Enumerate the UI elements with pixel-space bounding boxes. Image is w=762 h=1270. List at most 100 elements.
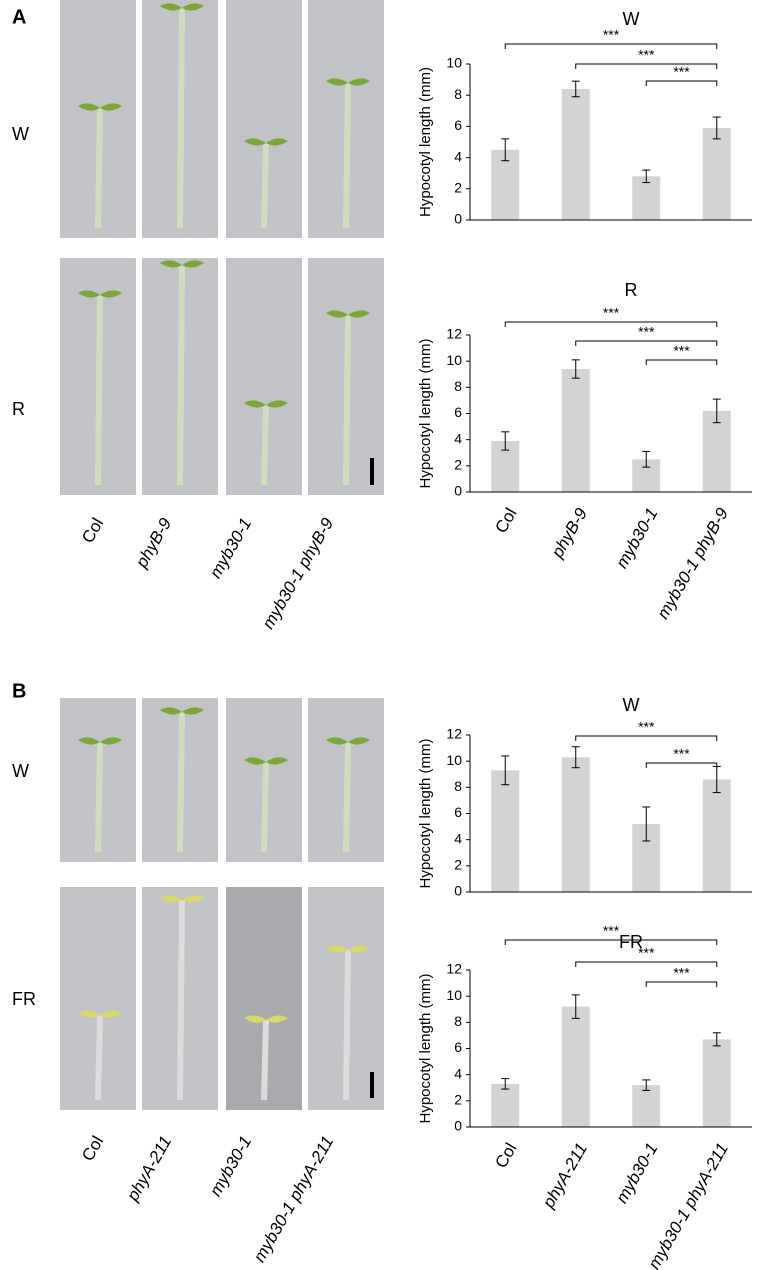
- significance-label: ***: [603, 27, 620, 43]
- chart-title: W: [623, 695, 640, 715]
- y-tick-label: 10: [446, 752, 462, 768]
- y-tick-label: 0: [454, 1118, 462, 1134]
- hypocotyl: [177, 264, 185, 486]
- cotyledon: [326, 945, 370, 953]
- cotyledon: [326, 78, 370, 86]
- hypocotyl: [343, 949, 351, 1101]
- bar: [561, 757, 590, 892]
- hypocotyl: [95, 294, 103, 486]
- hypocotyl: [95, 107, 103, 229]
- x-tick-label: Col: [491, 1140, 520, 1172]
- significance-bracket: [575, 63, 718, 69]
- significance-bracket: [645, 80, 718, 86]
- bar: [702, 779, 731, 892]
- error-bar: [571, 994, 580, 1019]
- y-tick-label: 2: [454, 457, 462, 473]
- hypocotyl: [95, 1014, 103, 1101]
- cotyledon: [78, 290, 122, 298]
- bar: [702, 127, 731, 220]
- significance-bracket: [504, 939, 718, 945]
- cotyledon: [244, 138, 288, 146]
- y-axis-label: Hypocotyl length (mm): [417, 738, 434, 888]
- cotyledon: [160, 707, 204, 715]
- bar: [632, 176, 661, 220]
- chart-title: W: [623, 9, 640, 29]
- panel-letter: B: [12, 680, 26, 702]
- hypocotyl: [261, 142, 269, 229]
- significance-label: ***: [673, 965, 690, 981]
- significance-label: ***: [603, 923, 620, 939]
- error-bar: [501, 431, 510, 451]
- genotype-label: myb30-1 phyA-211: [250, 1133, 338, 1266]
- y-axis-label: Hypocotyl length (mm): [417, 67, 434, 217]
- significance-label: ***: [673, 746, 690, 762]
- bar: [491, 1083, 520, 1127]
- row-label: R: [12, 399, 25, 419]
- x-tick-label: myb30-1 phyA-211: [644, 1140, 732, 1270]
- cotyledon: [244, 400, 288, 408]
- error-bar: [571, 80, 580, 98]
- significance-label: ***: [638, 719, 655, 735]
- y-tick-label: 0: [454, 483, 462, 499]
- y-tick-label: 8: [454, 1013, 462, 1029]
- hypocotyl: [343, 82, 351, 229]
- significance-bracket: [575, 735, 718, 741]
- y-tick-label: 12: [446, 326, 462, 342]
- row-label: W: [12, 761, 29, 781]
- row-label: FR: [12, 989, 36, 1009]
- significance-label: ***: [638, 324, 655, 340]
- cotyledon: [326, 737, 370, 745]
- y-tick-label: 8: [454, 778, 462, 794]
- y-tick-label: 4: [454, 430, 462, 446]
- row-label: W: [12, 124, 29, 144]
- chart-title: R: [625, 280, 638, 300]
- x-tick-label: phyB-9: [547, 504, 591, 561]
- error-bar: [642, 806, 651, 842]
- hypocotyl: [343, 314, 351, 486]
- x-tick-label: myb30-1: [612, 1140, 662, 1207]
- y-tick-label: 10: [446, 352, 462, 368]
- scale-bar: [370, 1072, 374, 1098]
- error-bar: [571, 359, 580, 379]
- hypocotyl: [95, 741, 103, 853]
- y-axis-label: Hypocotyl length (mm): [417, 338, 434, 488]
- significance-label: ***: [638, 47, 655, 63]
- cotyledon: [160, 260, 204, 268]
- bar: [561, 1006, 590, 1127]
- y-tick-label: 12: [446, 726, 462, 742]
- error-bar: [642, 169, 651, 184]
- error-bar: [712, 398, 721, 424]
- y-tick-label: 2: [454, 180, 462, 196]
- genotype-label: Col: [78, 515, 107, 547]
- chart-title: FR: [619, 932, 643, 952]
- error-bar: [712, 116, 721, 140]
- hypocotyl: [261, 1019, 269, 1101]
- significance-bracket: [575, 340, 718, 346]
- genotype-label: myb30-1: [206, 1133, 256, 1200]
- error-bar: [642, 450, 651, 468]
- hypocotyl: [177, 899, 185, 1101]
- hypocotyl: [261, 404, 269, 486]
- scale-bar: [370, 458, 374, 485]
- y-tick-label: 2: [454, 857, 462, 873]
- y-tick-label: 10: [446, 55, 462, 71]
- error-bar: [712, 1032, 721, 1047]
- y-tick-label: 12: [446, 961, 462, 977]
- cotyledon: [78, 1010, 122, 1018]
- significance-bracket: [575, 961, 718, 967]
- x-tick-label: phyA-211: [538, 1140, 591, 1212]
- cotyledon: [78, 103, 122, 111]
- hypocotyl: [177, 7, 185, 229]
- hypocotyl: [261, 761, 269, 853]
- y-tick-label: 6: [454, 1039, 462, 1055]
- significance-label: ***: [638, 945, 655, 961]
- bar: [702, 410, 731, 492]
- y-tick-label: 4: [454, 1065, 462, 1081]
- genotype-label: myb30-1 phyB-9: [259, 514, 338, 632]
- error-bar: [501, 1078, 510, 1090]
- significance-bracket: [645, 981, 718, 987]
- genotype-label: phyA-211: [123, 1133, 176, 1205]
- y-tick-label: 6: [454, 404, 462, 420]
- y-axis-label: Hypocotyl length (mm): [417, 973, 434, 1123]
